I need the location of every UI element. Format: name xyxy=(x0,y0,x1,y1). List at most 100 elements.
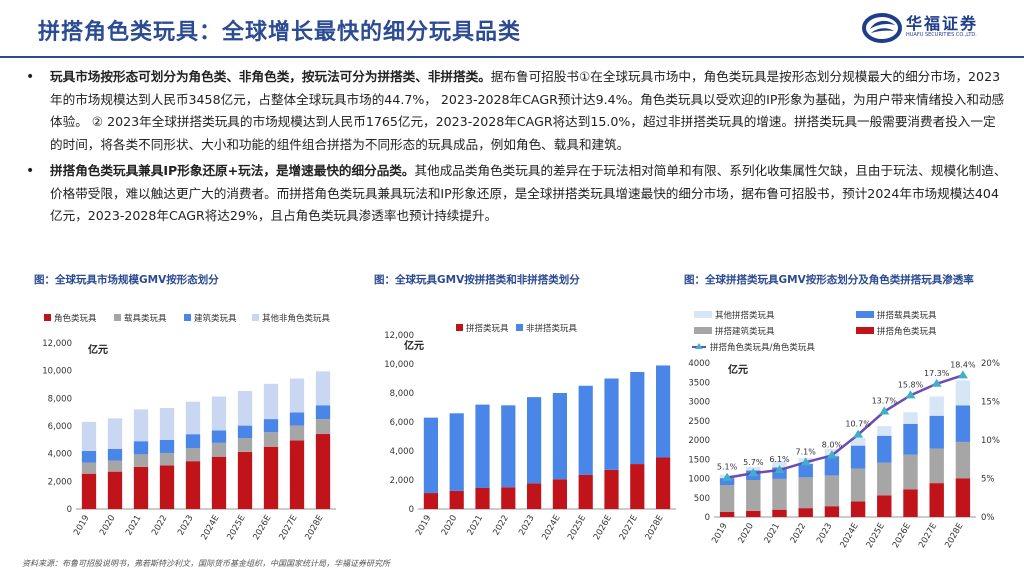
bullet-heading: 拼搭角色类玩具兼具IP形象还原+玩法，是增速最快的细分品类。 xyxy=(50,163,415,178)
legend-swatch xyxy=(114,314,121,321)
bar-segment xyxy=(237,451,253,509)
bar-segment xyxy=(315,419,331,435)
y-tick-label: 2000 xyxy=(688,436,710,446)
chart-toy-market-by-form: 图：全球玩具市场规模GMV按形态划分 角色类玩具 载具类玩具 建筑类玩具 其他非角色类… xyxy=(34,272,344,563)
bar-segment xyxy=(955,380,971,406)
bar-segment xyxy=(877,435,892,463)
bullet-heading: 玩具市场按形态可划分为角色类、非角色类，按玩法可分为拼搭类、非拼搭类。 xyxy=(50,69,491,84)
y-tick-label: 1000 xyxy=(688,475,710,485)
x-tick-label: 2026E xyxy=(592,514,614,542)
legend-swatch xyxy=(456,324,463,331)
bar-segment xyxy=(527,483,542,509)
data-label: 5.7% xyxy=(743,458,764,467)
bar-segment xyxy=(903,454,918,490)
x-tick-label: 2023 xyxy=(815,522,834,546)
chart-building-toy-gmv-penetration: 图：全球拼搭类玩具GMV按形态划分及角色类拼搭玩具渗透率 其他拼搭类玩具 拼搭载具… xyxy=(684,272,1004,563)
chart-title: 图：全球拼搭类玩具GMV按形态划分及角色类拼搭玩具渗透率 xyxy=(684,274,974,286)
bar-segment xyxy=(185,401,201,435)
data-label: 10.7% xyxy=(845,420,871,429)
legend-swatch xyxy=(516,324,523,331)
data-label: 8.0% xyxy=(822,440,843,449)
x-tick-label: 2023 xyxy=(176,514,195,538)
bar-segment xyxy=(211,442,227,457)
y-tick-label: 12,000 xyxy=(42,339,72,349)
bar-segment xyxy=(107,448,123,461)
legend-swatch xyxy=(44,314,51,321)
bar-segment xyxy=(877,426,892,436)
bar-segment xyxy=(877,462,892,496)
line-marker xyxy=(905,390,916,399)
legend-swatch xyxy=(694,327,712,334)
chart-title: 图：全球玩具GMV按拼搭类和非拼搭类划分 xyxy=(374,274,580,286)
y-tick-label: 2500 xyxy=(688,417,710,427)
bar-segment xyxy=(159,408,175,440)
bar-segment xyxy=(850,437,866,446)
legend-label: 拼搭角色类玩具/角色类玩具 xyxy=(710,342,815,353)
x-tick-label: 2019 xyxy=(72,514,91,538)
line-marker xyxy=(748,468,759,477)
page-title: 拼搭角色类玩具：全球增长最快的细分玩具品类 xyxy=(38,20,522,45)
x-tick-label: 2028E xyxy=(303,514,325,542)
bar-segment xyxy=(449,413,464,491)
y-tick-label: 500 xyxy=(694,494,710,504)
bullet-list: • 玩具市场按形态可划分为角色类、非角色类，按玩法可分为拼搭类、非拼搭类。据布鲁… xyxy=(20,66,1008,232)
bar-segment xyxy=(263,383,279,420)
bar-segment xyxy=(850,445,866,469)
legend-marker-swatch xyxy=(695,343,703,349)
y-tick-label: 10,000 xyxy=(384,360,414,370)
data-label: 13.7% xyxy=(872,397,898,406)
bar-segment xyxy=(289,425,305,441)
x-tick-label: 2023 xyxy=(517,514,536,538)
legend-label: 拼搭建筑类玩具 xyxy=(715,326,775,337)
line-marker xyxy=(722,472,733,481)
y-tick-label: 0 xyxy=(705,513,710,523)
bar-segment xyxy=(81,421,97,451)
line-marker xyxy=(774,465,785,474)
line-marker xyxy=(957,370,968,379)
bar-segment xyxy=(107,418,123,449)
x-tick-label: 2027E xyxy=(917,522,939,550)
bar-segment xyxy=(850,468,866,502)
bar-segment xyxy=(263,446,279,509)
legend-swatch xyxy=(856,311,874,318)
y-tick-label: 4,000 xyxy=(390,447,414,457)
bar-segment xyxy=(185,448,201,462)
x-tick-label: 2024E xyxy=(839,522,861,550)
x-tick-label: 2019 xyxy=(414,514,433,538)
bar-segment xyxy=(81,462,97,474)
x-tick-label: 2025E xyxy=(225,514,247,542)
bar-segment xyxy=(929,448,944,484)
bar-segment xyxy=(315,434,331,509)
y-tick-label: 6,000 xyxy=(48,422,72,432)
x-tick-label: 2027E xyxy=(277,514,299,542)
legend-label: 其他非角色类玩具 xyxy=(262,313,331,324)
axis-unit-label: 亿元 xyxy=(88,343,108,356)
bar-segment xyxy=(107,471,123,509)
bar-segment xyxy=(107,460,123,472)
bar-segment xyxy=(237,438,253,452)
x-tick-label: 2026E xyxy=(251,514,273,542)
x-tick-label: 2025E xyxy=(566,514,588,542)
y-tick-label: 2,000 xyxy=(48,477,72,487)
bar-segment xyxy=(527,397,542,484)
line-marker xyxy=(800,457,811,466)
bullet-text: 据布鲁可招股书①在全球玩具市场中，角色类玩具是按形态划分规模最大的细分市场，20… xyxy=(50,69,1005,152)
bar-segment xyxy=(798,508,813,517)
x-tick-label: 2020 xyxy=(440,514,459,538)
bar-segment xyxy=(877,495,892,517)
data-label: 15.8% xyxy=(898,380,924,389)
bar-segment xyxy=(903,489,918,517)
header-divider xyxy=(0,56,1024,58)
data-label: 5.1% xyxy=(717,463,738,472)
bar-segment xyxy=(578,474,593,509)
bar-segment xyxy=(449,490,464,509)
x-tick-label: 2024E xyxy=(199,514,221,542)
logo-subtitle: HUAFU SECURITIES CO.,LTD. xyxy=(906,32,977,38)
y2-tick-label: 20% xyxy=(981,359,1000,369)
bar-segment xyxy=(955,441,971,479)
y-tick-label: 3500 xyxy=(688,378,710,388)
bar-segment xyxy=(501,487,516,509)
x-tick-label: 2024E xyxy=(540,514,562,542)
bullet-dot-icon: • xyxy=(26,163,35,179)
